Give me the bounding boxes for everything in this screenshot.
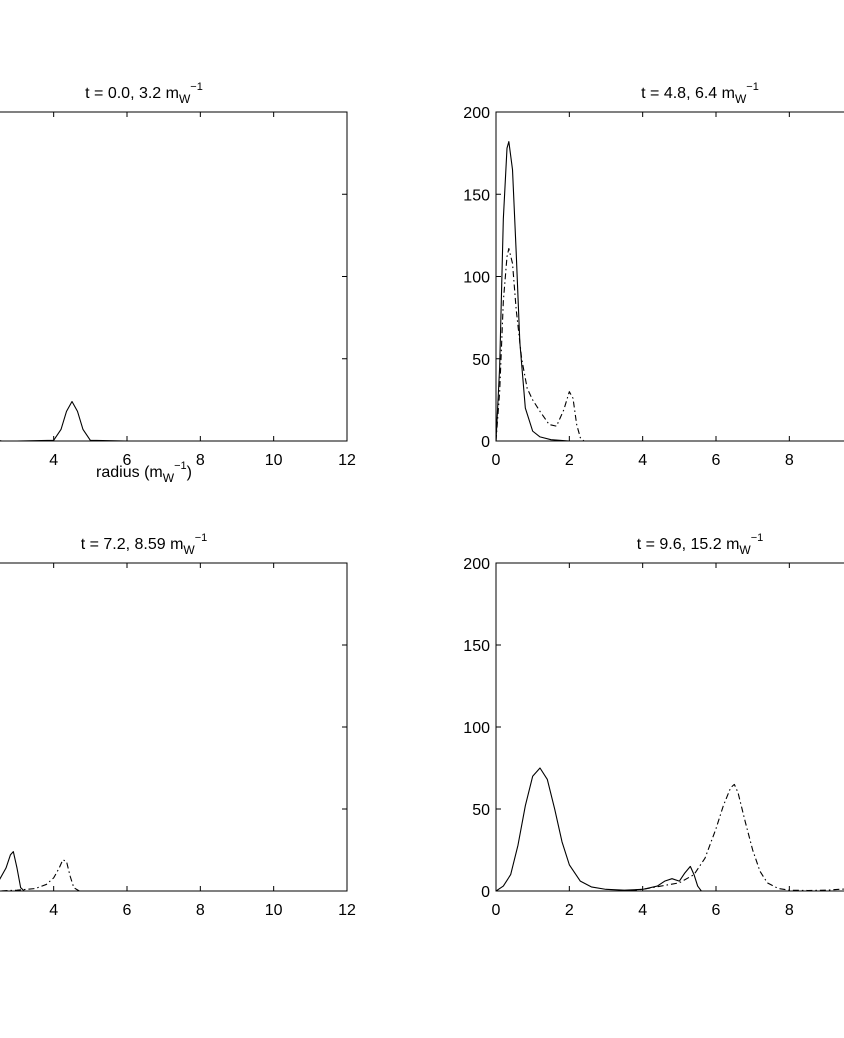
y-tick-label: 150 <box>463 638 490 655</box>
axes-frame <box>495 111 844 442</box>
x-tick-label: 10 <box>265 452 283 469</box>
x-tick-label: 8 <box>196 902 205 919</box>
y-tick-label: 150 <box>463 187 490 204</box>
y-tick-label: 0 <box>481 434 490 451</box>
series-solid-line <box>0 400 347 441</box>
x-tick-label: 12 <box>338 902 356 919</box>
panel-title: t = 4.8, 6.4 mW−1 <box>641 81 759 106</box>
x-tick-label: 0 <box>492 452 501 469</box>
series-solid-line <box>0 851 347 891</box>
x-tick-label: 0 <box>492 902 501 919</box>
axes-frame <box>495 562 844 892</box>
panel-3: 024681012t = 7.2, 8.59 mW−1 <box>0 532 356 919</box>
panel-title: t = 7.2, 8.59 mW−1 <box>81 532 208 557</box>
x-tick-label: 6 <box>712 902 721 919</box>
x-tick-label: 4 <box>49 452 58 469</box>
x-tick-label: 4 <box>638 452 647 469</box>
axes-frame <box>0 562 348 892</box>
panel-title: t = 9.6, 15.2 mW−1 <box>637 532 764 557</box>
panel-2: 0246810050100150200t = 4.8, 6.4 mW−1 <box>463 81 844 469</box>
series-solid-line <box>496 767 844 891</box>
axes-frame <box>0 111 348 442</box>
y-tick-label: 200 <box>463 556 490 573</box>
y-tick-label: 100 <box>463 720 490 737</box>
panel-4: 0246810050100150200t = 9.6, 15.2 mW−1 <box>463 532 844 919</box>
y-tick-label: 50 <box>472 352 490 369</box>
x-tick-label: 2 <box>565 452 574 469</box>
y-tick-label: 100 <box>463 270 490 287</box>
series-dashdot-line <box>0 859 347 891</box>
x-tick-label: 4 <box>638 902 647 919</box>
x-tick-label: 2 <box>565 902 574 919</box>
x-tick-label: 4 <box>49 902 58 919</box>
series-dashdot-line <box>496 247 844 441</box>
x-tick-label: 8 <box>196 452 205 469</box>
series-dashdot-line <box>0 440 347 441</box>
x-tick-label: 8 <box>785 902 794 919</box>
series-dashdot-line <box>496 783 844 891</box>
series-solid-line <box>496 141 844 441</box>
x-tick-label: 6 <box>712 452 721 469</box>
x-axis-label: radius (mW−1) <box>96 460 192 485</box>
y-tick-label: 0 <box>481 884 490 901</box>
y-tick-label: 50 <box>472 802 490 819</box>
x-tick-label: 6 <box>123 902 132 919</box>
x-tick-label: 6 <box>123 452 132 469</box>
x-tick-label: 10 <box>265 902 283 919</box>
x-tick-label: 12 <box>338 452 356 469</box>
x-tick-label: 8 <box>785 452 794 469</box>
panel-title: t = 0.0, 3.2 mW−1 <box>85 81 203 106</box>
y-tick-label: 200 <box>463 105 490 122</box>
